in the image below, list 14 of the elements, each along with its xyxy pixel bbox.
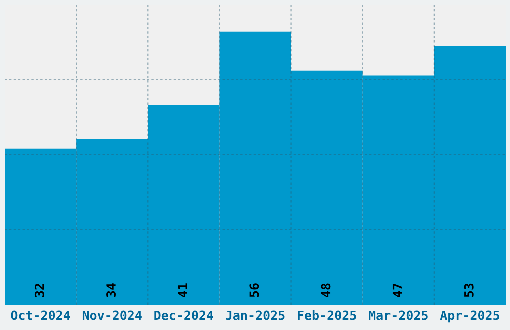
x-tick-label: Nov-2024	[82, 310, 142, 320]
data-label: 48	[321, 284, 331, 298]
x-tick-label: Oct-2024	[11, 310, 70, 320]
data-label: 56	[250, 284, 260, 298]
x-tick-label: Dec-2024	[154, 310, 214, 320]
data-label: 41	[178, 284, 188, 298]
data-label: 53	[464, 284, 474, 298]
data-label: 47	[392, 284, 402, 298]
x-tick-label: Feb-2025	[298, 310, 356, 320]
x-tick-label: Mar-2025	[369, 310, 428, 320]
x-tick-label: Apr-2025	[440, 310, 500, 323]
x-tick-label: Jan-2025	[226, 310, 285, 320]
data-label: 34	[106, 284, 116, 298]
data-label: 32	[34, 284, 44, 298]
